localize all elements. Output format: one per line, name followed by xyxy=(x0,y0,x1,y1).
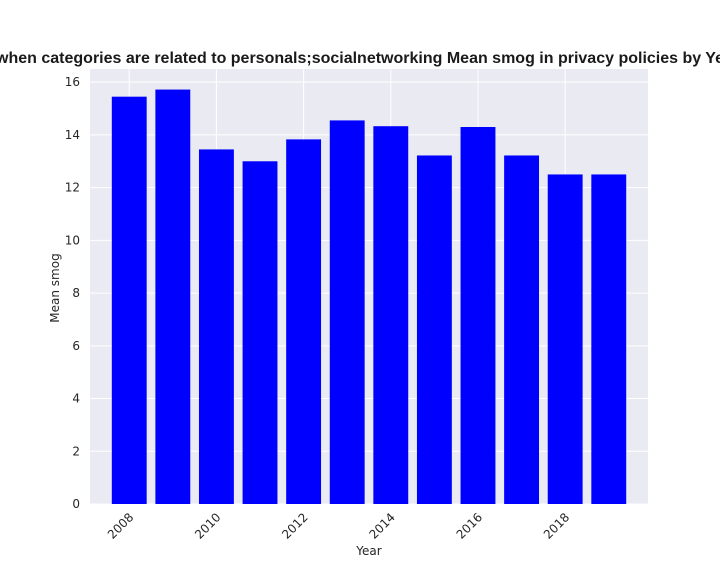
y-tick-label: 6 xyxy=(72,339,80,353)
y-tick-label: 8 xyxy=(72,286,80,300)
y-tick-label: 14 xyxy=(65,128,80,142)
x-tick-labels: 2008 2010 2012 2014 2016 2018 xyxy=(105,510,572,541)
y-tick-label: 0 xyxy=(72,497,80,511)
bar-2010 xyxy=(198,149,234,504)
bar-2012 xyxy=(286,139,322,504)
bar-2009 xyxy=(155,89,191,505)
bar-2019 xyxy=(591,174,627,505)
y-tick-label: 10 xyxy=(65,233,80,247)
x-tick-label: 2010 xyxy=(192,510,223,541)
y-tick-label: 2 xyxy=(72,444,80,458)
bar-2017 xyxy=(504,155,540,505)
x-tick-label: 2014 xyxy=(366,510,397,541)
bar-2015 xyxy=(416,155,452,505)
bar-2014 xyxy=(373,126,409,504)
y-tick-label: 12 xyxy=(65,181,80,195)
y-axis-label: Mean smog xyxy=(48,253,62,322)
x-tick-label: 2016 xyxy=(454,510,485,541)
x-tick-label: 2018 xyxy=(541,510,572,541)
y-tick-labels: 0 2 4 6 8 10 12 14 16 xyxy=(65,75,80,511)
x-tick-label: 2008 xyxy=(105,510,136,541)
x-tick-label: 2012 xyxy=(279,510,310,541)
bar-2016 xyxy=(460,127,496,504)
bars xyxy=(111,89,627,505)
y-tick-label: 4 xyxy=(72,392,80,406)
chart-title: when categories are related to personals… xyxy=(0,50,720,67)
bar-2011 xyxy=(242,161,278,505)
bar-2018 xyxy=(547,174,583,505)
x-axis-label: Year xyxy=(355,544,381,558)
y-tick-label: 16 xyxy=(65,75,80,89)
bar-2008 xyxy=(111,96,147,504)
bar-2013 xyxy=(329,120,365,504)
